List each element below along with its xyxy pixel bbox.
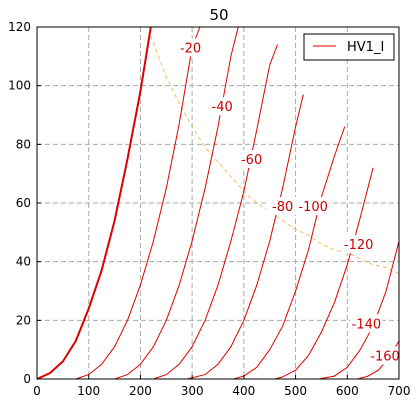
plate-curve-neg20 <box>75 26 201 380</box>
curve-labels: -20 -40 -60 -80 -100 -120 -140 -160 <box>174 38 402 365</box>
plate-curve-neg80 <box>186 94 304 380</box>
x-tick-label: 300 <box>181 384 204 398</box>
x-tick-label: 400 <box>232 384 255 398</box>
y-tick-label: 100 <box>8 79 31 93</box>
curve-label-bg <box>174 38 207 57</box>
x-tick-label: 0 <box>33 384 41 398</box>
plate-curve-0 <box>36 26 152 380</box>
curve-label-bg <box>266 196 299 215</box>
x-tick-label: 600 <box>336 384 359 398</box>
curve-label-bg <box>342 235 375 254</box>
curve-label: -40 <box>212 100 233 115</box>
curve-label-bg <box>235 150 268 168</box>
plate-curve-neg120 <box>274 167 374 380</box>
x-tick-label: 700 <box>388 384 411 398</box>
legend-entry: HV1_I <box>347 40 384 55</box>
ticks: 0 100 200 300 400 500 600 700 0 20 40 60 80 100 120 <box>8 20 410 398</box>
curves <box>36 26 400 380</box>
y-tick-label: 0 <box>23 372 31 386</box>
curve-label: -60 <box>241 153 262 168</box>
x-tick-label: 500 <box>284 384 307 398</box>
curve-label-bg <box>350 314 383 333</box>
plate-curve-neg60 <box>153 44 278 380</box>
legend: HV1_I <box>303 33 395 61</box>
curve-label: -80 <box>272 200 293 215</box>
plate-curve-neg140 <box>318 240 400 380</box>
dissipation-curve <box>150 35 400 274</box>
curve-label-bg <box>206 97 239 116</box>
y-tick-label: 120 <box>8 20 31 34</box>
x-tick-label: 100 <box>77 384 100 398</box>
x-tick-label: 200 <box>129 384 152 398</box>
grid <box>37 27 399 379</box>
curve-label: -100 <box>298 200 328 215</box>
curve-label-bg <box>369 346 402 365</box>
y-tick-label: 20 <box>16 313 31 327</box>
curve-label: -120 <box>344 238 374 253</box>
y-tick-label: 80 <box>16 137 31 151</box>
curve-label: -20 <box>180 42 201 57</box>
curve-label: -140 <box>352 317 382 332</box>
plate-curve-neg100 <box>233 126 346 380</box>
y-tick-label: 60 <box>16 196 31 210</box>
chart-title: 50 <box>209 6 228 24</box>
legend-box <box>303 33 395 61</box>
y-tick-label: 40 <box>16 255 31 269</box>
curve-label: -160 <box>370 350 400 365</box>
curve-label-bg <box>297 196 330 215</box>
